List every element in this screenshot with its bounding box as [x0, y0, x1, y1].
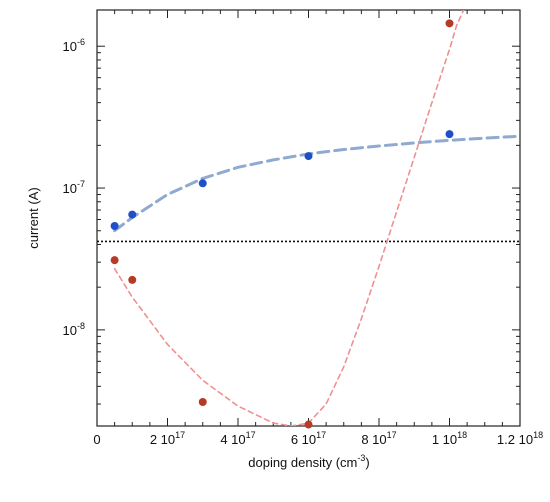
red-fit-curve	[113, 10, 465, 426]
x-tick-label-exponent: 17	[246, 430, 256, 440]
x-axis-title: doping density (cm-3)	[248, 453, 369, 470]
y-tick-label-exponent: -8	[77, 321, 85, 331]
y-tick-label-mantissa: 10	[63, 39, 77, 54]
red-data-point	[198, 398, 207, 407]
blue-data-point	[198, 179, 207, 188]
red-data-point	[110, 256, 119, 265]
x-axis-title-sup: -3	[357, 453, 365, 463]
x-axis-title-text: doping density (cm	[248, 455, 357, 470]
red-data-point	[304, 420, 313, 429]
x-tick-label: 1 1018	[432, 430, 467, 447]
x-axis-title-close: )	[365, 455, 369, 470]
x-tick-label-mantissa: 6 10	[291, 432, 316, 447]
red-data-point	[128, 275, 137, 284]
y-tick-label: 10-7	[63, 179, 85, 196]
x-tick-label-mantissa: 1 10	[432, 432, 457, 447]
tick-marks	[96, 10, 521, 426]
fit-curves	[113, 10, 520, 426]
y-tick-label: 10-6	[63, 37, 85, 54]
blue-data-point	[445, 130, 454, 139]
data-points	[110, 19, 454, 429]
x-tick-label-exponent: 18	[533, 430, 543, 440]
x-tick-label-mantissa: 0	[93, 432, 100, 447]
y-tick-label-mantissa: 10	[63, 181, 77, 196]
y-tick-label: 10-8	[63, 321, 85, 338]
x-tick-label-exponent: 17	[387, 430, 397, 440]
x-tick-label: 4 1017	[220, 430, 255, 447]
x-tick-label-exponent: 17	[316, 430, 326, 440]
x-tick-label: 2 1017	[150, 430, 185, 447]
y-tick-labels: 10-810-710-6	[63, 37, 85, 338]
x-tick-label: 1.2 1018	[497, 430, 543, 447]
x-tick-label: 8 1017	[361, 430, 396, 447]
y-tick-label-exponent: -6	[77, 37, 85, 47]
y-tick-label-mantissa: 10	[63, 323, 77, 338]
red-data-point	[445, 19, 454, 28]
x-tick-label-mantissa: 1.2 10	[497, 432, 533, 447]
blue-data-point	[110, 221, 119, 230]
blue-data-point	[304, 152, 313, 161]
x-tick-label: 0	[93, 432, 100, 447]
x-tick-label-mantissa: 2 10	[150, 432, 175, 447]
y-tick-label-exponent: -7	[77, 179, 85, 189]
x-tick-label-exponent: 17	[175, 430, 185, 440]
blue-data-point	[128, 210, 137, 219]
y-axis-title: current (A)	[26, 187, 41, 248]
blue-fit-curve	[113, 134, 520, 233]
x-tick-label-mantissa: 4 10	[220, 432, 245, 447]
x-tick-label-mantissa: 8 10	[361, 432, 386, 447]
plot-frame	[96, 9, 521, 427]
x-tick-label-exponent: 18	[457, 430, 467, 440]
x-tick-label: 6 1017	[291, 430, 326, 447]
